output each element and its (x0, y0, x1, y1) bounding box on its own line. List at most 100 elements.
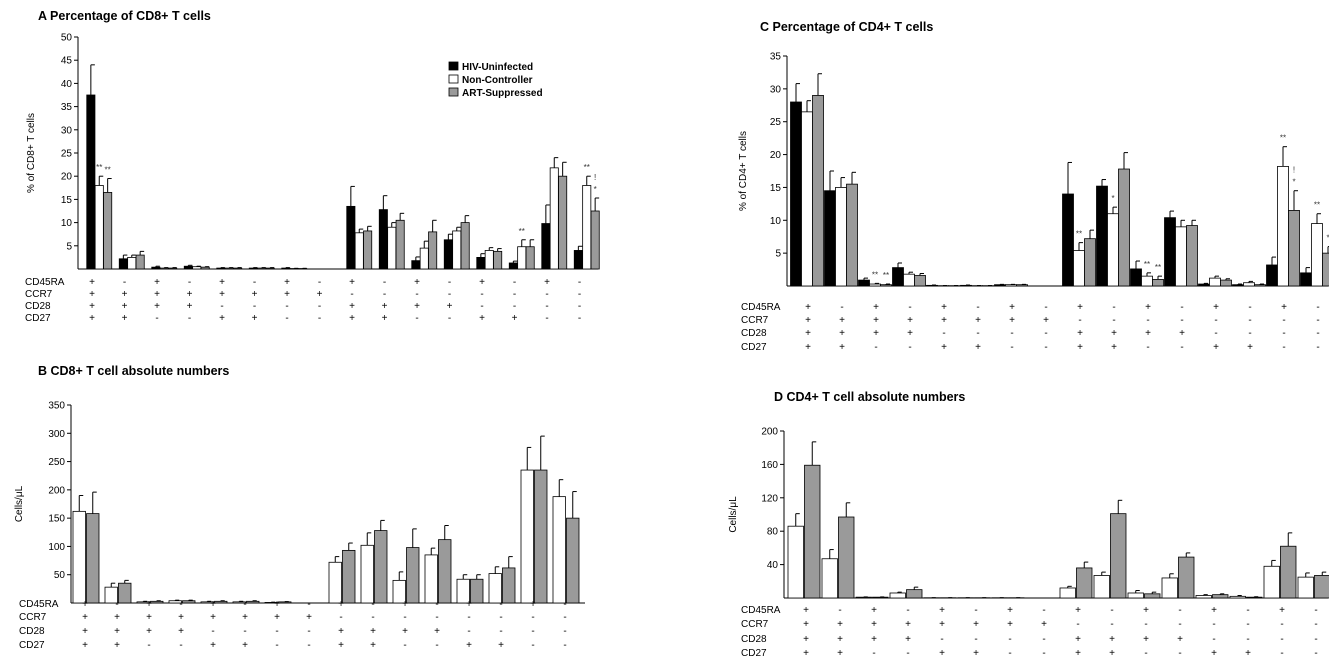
panel-b-bar (214, 600, 228, 604)
panel-d-bar (1263, 565, 1280, 599)
panel-a-phenotype-symbol: - (415, 289, 418, 300)
panel-c-phenotype-symbol: - (1282, 342, 1285, 353)
panel-d-bar (1314, 575, 1329, 599)
panel-b-phenotype-symbol: + (466, 599, 472, 610)
panel-c-bar (1130, 268, 1142, 287)
panel-b-bar (150, 600, 164, 604)
panel-a-bar (127, 256, 137, 270)
panel-c-marker-label: CD45RA (741, 302, 781, 313)
panel-c-bar (1118, 168, 1130, 287)
panel-a-bar (103, 192, 113, 270)
panel-d-phenotype-symbol: + (1007, 605, 1013, 616)
panel-c-significance-mark: ** (883, 271, 889, 280)
panel-c-significance-mark: * (1326, 234, 1329, 243)
legend-label: HIV-Uninfected (462, 62, 533, 73)
panel-a-phenotype-symbol: + (122, 289, 128, 300)
panel-b-phenotype-symbol: - (115, 599, 118, 610)
panel-c-bar (1175, 226, 1187, 287)
panel-d-bar (1297, 576, 1314, 599)
panel-c-bar (1016, 284, 1028, 287)
panel-a-bar (363, 230, 373, 270)
panel-c-y-axis-label: % of CD4+ T cells (738, 131, 749, 211)
panel-b-phenotype-symbol: + (402, 626, 408, 637)
panel-b-phenotype-symbol: + (306, 612, 312, 623)
panel-a-bar (484, 250, 494, 270)
panel-a-phenotype-symbol: + (89, 277, 95, 288)
panel-c-marker-label: CCR7 (741, 315, 769, 326)
panel-c-bar (1096, 185, 1108, 287)
panel-d-phenotype-symbol: + (837, 648, 843, 659)
panel-a-phenotype-symbol: + (447, 301, 453, 312)
panel-a-significance-mark: * (594, 185, 597, 194)
panel-c-bar (1266, 264, 1278, 287)
panel-d-phenotype-symbol: + (1075, 648, 1081, 659)
legend-label: Non-Controller (462, 75, 533, 86)
panel-d-phenotype-symbol: - (1008, 648, 1011, 659)
panel-a-phenotype-symbol: + (187, 289, 193, 300)
panel-b-phenotype-symbol: + (338, 599, 344, 610)
panel-d-phenotype-symbol: - (1314, 634, 1317, 645)
panel-d-phenotype-symbol: - (1314, 619, 1317, 630)
panel-b-bar (374, 530, 388, 604)
panel-c-phenotype-symbol: + (1009, 302, 1015, 313)
panel-a-phenotype-symbol: - (578, 313, 581, 324)
panel-d-phenotype-symbol: + (905, 634, 911, 645)
panel-c-y-tick-label: 15 (770, 183, 782, 194)
panel-a-bar (460, 222, 470, 270)
panel-c-title: C Percentage of CD4+ T cells (760, 20, 934, 34)
panel-a-bar (525, 246, 535, 270)
panel-a-phenotype-symbol: - (188, 313, 191, 324)
panel-c-phenotype-symbol: + (941, 315, 947, 326)
panel-a-y-axis-label: % of CD8+ T cells (26, 113, 37, 193)
panel-c-phenotype-symbol: + (1077, 342, 1083, 353)
panel-a-phenotype-symbol: - (123, 277, 126, 288)
panel-c-significance-mark: * (1111, 194, 1114, 203)
panel-c-bar (1277, 165, 1289, 287)
panel-c-phenotype-symbol: - (1010, 342, 1013, 353)
panel-b-phenotype-symbol: - (403, 612, 406, 623)
panel-a-phenotype-symbol: - (318, 301, 321, 312)
panel-d-phenotype-symbol: + (1143, 634, 1149, 645)
panel-b-phenotype-symbol: + (274, 612, 280, 623)
panel-d-marker-label: CD28 (741, 634, 767, 645)
panel-a-phenotype-symbol: + (154, 301, 160, 312)
panel-c-bar (790, 101, 802, 287)
panel-c-bar (1300, 272, 1312, 287)
panel-d-bar (1246, 596, 1263, 599)
panel-a-bar (387, 226, 397, 270)
panel-b-y-axis-label: Cells/μL (14, 485, 25, 522)
panel-d-phenotype-symbol: - (1178, 619, 1181, 630)
panel-a-phenotype-symbol: + (284, 277, 290, 288)
panel-a-phenotype-symbol: + (382, 313, 388, 324)
panel-a-phenotype-symbol: + (219, 313, 225, 324)
panel-a-phenotype-symbol: - (545, 313, 548, 324)
panel-b-phenotype-symbol: + (338, 640, 344, 651)
panel-a-phenotype-symbol: - (545, 301, 548, 312)
panel-a-significance-mark: ! (594, 173, 596, 182)
panel-b-bar (424, 554, 438, 604)
panel-d-phenotype-symbol: + (905, 619, 911, 630)
panel-a-y-tick-label: 15 (61, 195, 73, 206)
panel-b-phenotype-symbol: + (82, 612, 88, 623)
panel-d-phenotype-symbol: - (1314, 648, 1317, 659)
panel-a-bar (248, 267, 258, 270)
panel-b-phenotype-symbol: - (563, 640, 566, 651)
panel-a-bar (135, 254, 145, 270)
panel-b-phenotype-symbol: - (435, 599, 438, 610)
panel-a-bar (224, 267, 234, 270)
panel-a-phenotype-symbol: - (285, 313, 288, 324)
panel-d-phenotype-symbol: + (1211, 605, 1217, 616)
panel-d-phenotype-symbol: + (1007, 619, 1013, 630)
panel-a-bar (118, 258, 128, 270)
panel-b-phenotype-symbol: - (435, 612, 438, 623)
panel-b-phenotype-symbol: + (466, 640, 472, 651)
panel-c-phenotype-symbol: - (1112, 315, 1115, 326)
panel-b-phenotype-symbol: - (563, 599, 566, 610)
panel-c-bar (846, 183, 858, 287)
panel-c-phenotype-symbol: - (1010, 328, 1013, 339)
panel-d-bar (906, 589, 923, 599)
panel-c-phenotype-symbol: + (1111, 342, 1117, 353)
panel-a-phenotype-symbol: - (513, 277, 516, 288)
panel-d-phenotype-symbol: - (1042, 648, 1045, 659)
